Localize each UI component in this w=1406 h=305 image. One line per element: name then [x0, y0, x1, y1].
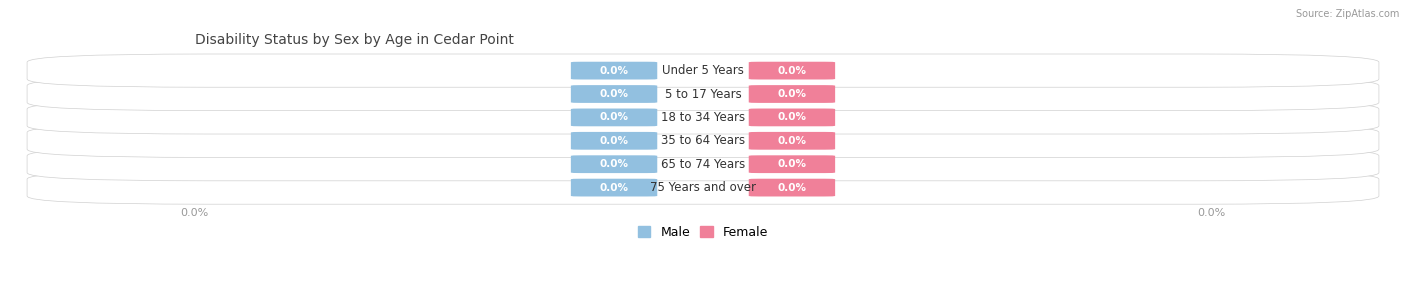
Text: 0.0%: 0.0%: [778, 159, 807, 169]
FancyBboxPatch shape: [27, 171, 1379, 204]
FancyBboxPatch shape: [571, 109, 657, 126]
Text: 0.0%: 0.0%: [778, 136, 807, 146]
Bar: [195, 152, 1211, 176]
Text: 0.0%: 0.0%: [778, 113, 807, 122]
FancyBboxPatch shape: [749, 179, 835, 196]
Text: 0.0%: 0.0%: [778, 89, 807, 99]
FancyBboxPatch shape: [571, 85, 657, 103]
Text: 0.0%: 0.0%: [778, 66, 807, 76]
FancyBboxPatch shape: [571, 62, 657, 80]
Text: 18 to 34 Years: 18 to 34 Years: [661, 111, 745, 124]
FancyBboxPatch shape: [27, 77, 1379, 111]
FancyBboxPatch shape: [27, 124, 1379, 157]
FancyBboxPatch shape: [749, 109, 835, 126]
Text: 65 to 74 Years: 65 to 74 Years: [661, 158, 745, 171]
FancyBboxPatch shape: [27, 54, 1379, 87]
Text: 35 to 64 Years: 35 to 64 Years: [661, 134, 745, 147]
Text: 0.0%: 0.0%: [599, 113, 628, 122]
Text: 5 to 17 Years: 5 to 17 Years: [665, 88, 741, 101]
Text: 0.0%: 0.0%: [778, 183, 807, 192]
Bar: [195, 129, 1211, 152]
Text: 75 Years and over: 75 Years and over: [650, 181, 756, 194]
Text: 0.0%: 0.0%: [599, 66, 628, 76]
FancyBboxPatch shape: [27, 101, 1379, 134]
Bar: [195, 106, 1211, 129]
Bar: [195, 82, 1211, 106]
Bar: [195, 176, 1211, 199]
FancyBboxPatch shape: [27, 148, 1379, 181]
Text: Source: ZipAtlas.com: Source: ZipAtlas.com: [1295, 9, 1399, 19]
Bar: [195, 59, 1211, 82]
Text: Disability Status by Sex by Age in Cedar Point: Disability Status by Sex by Age in Cedar…: [195, 33, 513, 47]
Text: 0.0%: 0.0%: [599, 136, 628, 146]
FancyBboxPatch shape: [749, 62, 835, 80]
FancyBboxPatch shape: [749, 155, 835, 173]
Text: 0.0%: 0.0%: [599, 159, 628, 169]
Text: 0.0%: 0.0%: [599, 183, 628, 192]
Legend: Male, Female: Male, Female: [633, 221, 773, 244]
Text: Under 5 Years: Under 5 Years: [662, 64, 744, 77]
FancyBboxPatch shape: [571, 132, 657, 150]
FancyBboxPatch shape: [749, 132, 835, 150]
FancyBboxPatch shape: [571, 155, 657, 173]
Text: 0.0%: 0.0%: [599, 89, 628, 99]
FancyBboxPatch shape: [749, 85, 835, 103]
FancyBboxPatch shape: [571, 179, 657, 196]
